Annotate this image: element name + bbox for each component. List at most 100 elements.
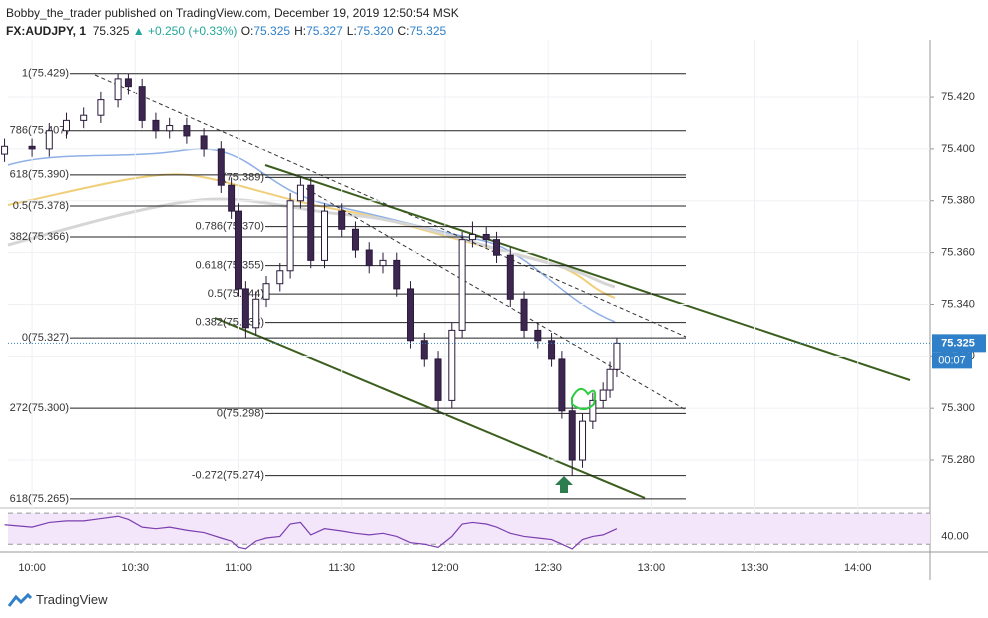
fib-label: 0.5(75.344) [208, 288, 264, 300]
symbol: FX:AUDJPY, 1 [6, 24, 87, 38]
dashed-trend [299, 184, 687, 411]
fib-label: 0.618(75.355) [196, 259, 265, 271]
candle-body [351, 228, 359, 251]
x-tick-label: 10:30 [122, 562, 150, 574]
ohlc-value: 75.325 [409, 24, 447, 38]
fib-label: 272(75.300) [10, 402, 69, 414]
candle-body [286, 200, 294, 272]
candle-body [458, 239, 466, 331]
candle-body [599, 389, 607, 401]
ohlc-value: 75.320 [356, 24, 394, 38]
x-tick-label: 11:00 [225, 562, 252, 574]
rsi-band [8, 513, 930, 545]
candle-body [124, 78, 132, 88]
ohlc-label: L: [346, 24, 357, 38]
x-tick-label: 13:00 [638, 562, 666, 574]
brand: TradingView [36, 592, 108, 607]
candle-body [235, 210, 242, 290]
candle-body [506, 254, 514, 300]
candle-body [183, 125, 191, 137]
author-line: Bobby_the_trader published on TradingVie… [6, 6, 459, 20]
highlight [571, 387, 597, 410]
fib-label: 786(75.407) [10, 125, 69, 137]
candle-body [138, 86, 146, 121]
candle-body [97, 99, 105, 116]
channel-upper [264, 164, 911, 381]
x-tick-label: 12:00 [431, 562, 459, 574]
candle-body [152, 119, 160, 132]
ma-blue [7, 147, 616, 323]
change: ▲ +0.250 (+0.33%) [132, 24, 238, 38]
y-tick-label: 75.360 [941, 247, 975, 259]
candle-body [296, 184, 304, 202]
fib-label: 382(75.366) [10, 231, 69, 243]
rsi-line [4, 515, 618, 550]
y-tick-label: 75.380 [941, 195, 975, 207]
candle-body [606, 368, 614, 391]
y-tick-label: 75.420 [941, 91, 975, 103]
quote-line: FX:AUDJPY, 1 75.325 ▲ +0.250 (+0.33%) O:… [6, 22, 459, 40]
candle-body [407, 288, 415, 342]
fib-label: 0.786(75.370) [196, 221, 265, 233]
candle-body [262, 283, 270, 300]
x-tick-label: 11:30 [328, 562, 355, 574]
fib-label: 1(75.389) [217, 171, 264, 183]
candle-body [321, 210, 329, 261]
candle-body [307, 184, 315, 261]
ohlc-label: C: [397, 24, 410, 38]
fib-label: 0.5(75.378) [13, 200, 69, 212]
footer: TradingView [8, 592, 108, 607]
candle-body [228, 184, 236, 212]
y-tick-label: 75.340 [941, 298, 975, 310]
candle-body [393, 259, 401, 290]
arrow [555, 476, 573, 493]
rsi-tick-label: 40.00 [941, 530, 969, 542]
x-tick-label: 10:00 [18, 562, 46, 574]
y-tick-label: 75.400 [941, 143, 975, 155]
last-price-label: 75.325 [941, 337, 975, 349]
candle-body [568, 410, 576, 461]
fib-label: 0(75.298) [217, 407, 264, 419]
header: Bobby_the_trader published on TradingVie… [6, 4, 459, 40]
ohlc-label: H: [294, 24, 307, 38]
candle-body [276, 270, 284, 285]
candle-body [338, 210, 346, 230]
countdown: 00:07 [938, 354, 966, 366]
last: 75.325 [92, 24, 130, 38]
candle-body [468, 233, 476, 241]
candle-body [62, 119, 70, 132]
candle-body [434, 358, 442, 401]
last-price-box [932, 334, 986, 353]
candle-body [482, 233, 490, 241]
candle-body [520, 298, 528, 331]
candle-body [493, 239, 501, 256]
candle-body [1, 145, 9, 155]
countdown-box [932, 352, 972, 369]
candle-body [80, 114, 88, 121]
candle-body [589, 399, 597, 422]
candle-body [613, 342, 621, 370]
candle-body [28, 145, 36, 150]
candle-body [114, 78, 122, 101]
logo [8, 592, 32, 607]
fib-label: 618(75.390) [10, 169, 69, 181]
fib-label: 1(75.429) [22, 68, 69, 80]
candle-body [365, 249, 373, 267]
candle-body [548, 340, 556, 360]
candle-body [379, 259, 387, 267]
candle-body [579, 420, 587, 461]
candle-body [420, 340, 428, 360]
candle-body [217, 148, 225, 186]
candle-body [534, 329, 542, 342]
ohlc: O:75.325 H:75.327 L:75.320 C:75.325 [241, 24, 451, 38]
candle-body [252, 298, 260, 329]
y-tick-label: 75.300 [941, 402, 975, 414]
ohlc-value: 75.325 [253, 24, 291, 38]
candle-body [200, 135, 208, 150]
fib-label: 618(75.265) [10, 493, 69, 505]
candle-body [448, 329, 456, 401]
ohlc-value: 75.327 [306, 24, 343, 38]
candle-body [241, 288, 249, 329]
